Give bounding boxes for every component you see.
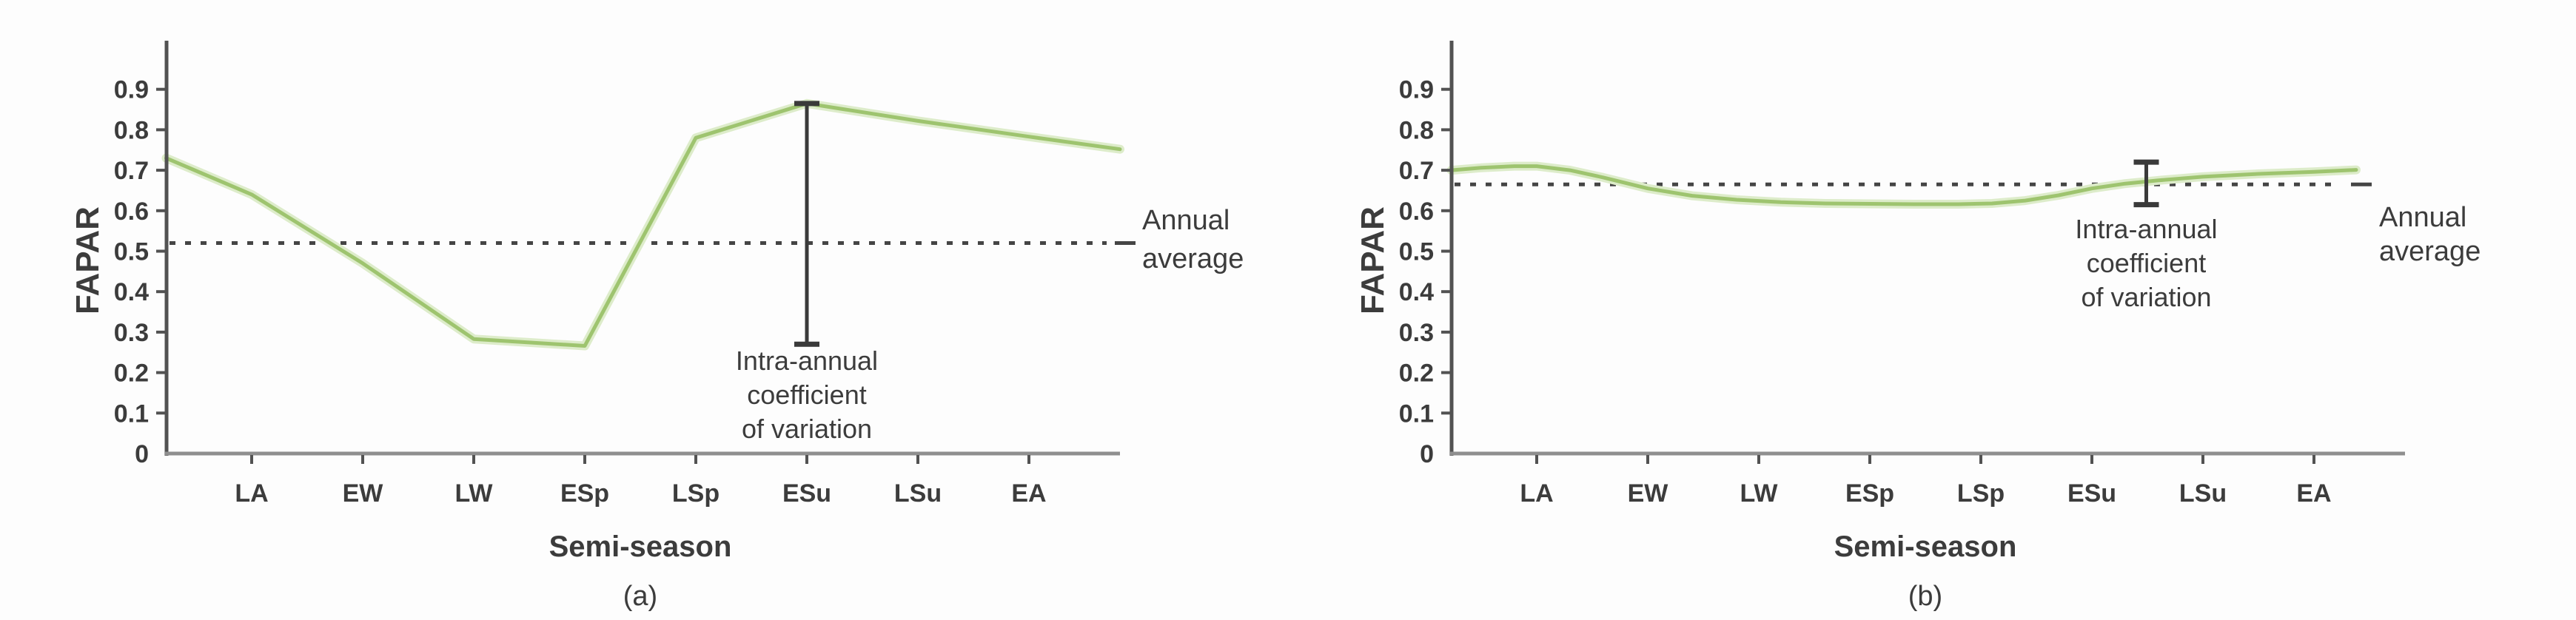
x-axis-title: Semi-season — [1834, 530, 2017, 563]
x-tick-label: LA — [235, 479, 268, 508]
x-tick-label: LSu — [894, 479, 942, 508]
x-tick-label: EW — [1628, 479, 1669, 508]
panel-label: (a) — [623, 581, 657, 612]
x-tick-label: EA — [1011, 479, 1046, 508]
y-tick-label: 0.7 — [1399, 157, 1434, 185]
y-tick-label: 0.5 — [114, 238, 149, 266]
y-tick-label: 0.3 — [1399, 319, 1434, 347]
cov-annotation-line: coefficient — [747, 380, 866, 410]
y-tick-label: 0.4 — [114, 278, 149, 306]
x-tick-label: LSu — [2179, 479, 2227, 508]
cov-annotation-line: of variation — [2081, 282, 2211, 312]
fapar-line-glow — [161, 98, 1124, 351]
panel-label: (b) — [1908, 581, 1942, 612]
fapar-line — [1449, 164, 2358, 206]
annual-average-label-line: average — [2379, 236, 2481, 267]
x-tick-label: LW — [455, 479, 494, 508]
x-tick-label: LA — [1520, 479, 1553, 508]
y-tick-label: 0.4 — [1399, 278, 1434, 306]
y-tick-label: 0.6 — [1399, 198, 1434, 226]
x-tick-label: ESu — [2067, 479, 2116, 508]
x-tick-label: ESp — [1845, 479, 1894, 508]
y-tick-label: 0.1 — [114, 400, 149, 428]
y-tick-label: 0.9 — [1399, 76, 1434, 104]
cov-annotation-line: coefficient — [2087, 248, 2206, 278]
annual-average-label-line: Annual — [1142, 205, 1230, 236]
y-tick-label: 0 — [1420, 440, 1434, 468]
y-tick-label: 0.6 — [114, 198, 149, 226]
y-tick-label: 0.8 — [1399, 116, 1434, 144]
cov-annotation-line: Intra-annual — [736, 346, 878, 376]
y-tick-label: 0.9 — [114, 76, 149, 104]
annual-average-label-line: average — [1142, 243, 1244, 274]
x-axis-title: Semi-season — [549, 530, 732, 563]
y-tick-label: 0.1 — [1399, 400, 1434, 428]
y-tick-label: 0.7 — [114, 157, 149, 185]
x-tick-label: ESp — [560, 479, 609, 508]
cov-annotation-line: of variation — [742, 414, 872, 444]
x-tick-label: EA — [2296, 479, 2331, 508]
y-axis-title: FAPAR — [70, 206, 106, 314]
cov-annotation-line: Intra-annual — [2075, 214, 2217, 244]
y-tick-label: 0.2 — [114, 360, 149, 388]
y-tick-label: 0.3 — [114, 319, 149, 347]
y-tick-label: 0.5 — [1399, 238, 1434, 266]
y-tick-label: 0.8 — [114, 116, 149, 144]
x-tick-label: LW — [1740, 479, 1779, 508]
y-axis-title: FAPAR — [1355, 206, 1391, 314]
fapar-line — [164, 101, 1122, 348]
y-tick-label: 0.2 — [1399, 360, 1434, 388]
y-tick-label: 0 — [135, 440, 149, 468]
annual-average-label-line: Annual — [2379, 202, 2466, 233]
x-tick-label: LSp — [1957, 479, 2005, 508]
x-tick-label: ESu — [782, 479, 831, 508]
x-tick-label: LSp — [672, 479, 720, 508]
x-tick-label: EW — [343, 479, 384, 508]
